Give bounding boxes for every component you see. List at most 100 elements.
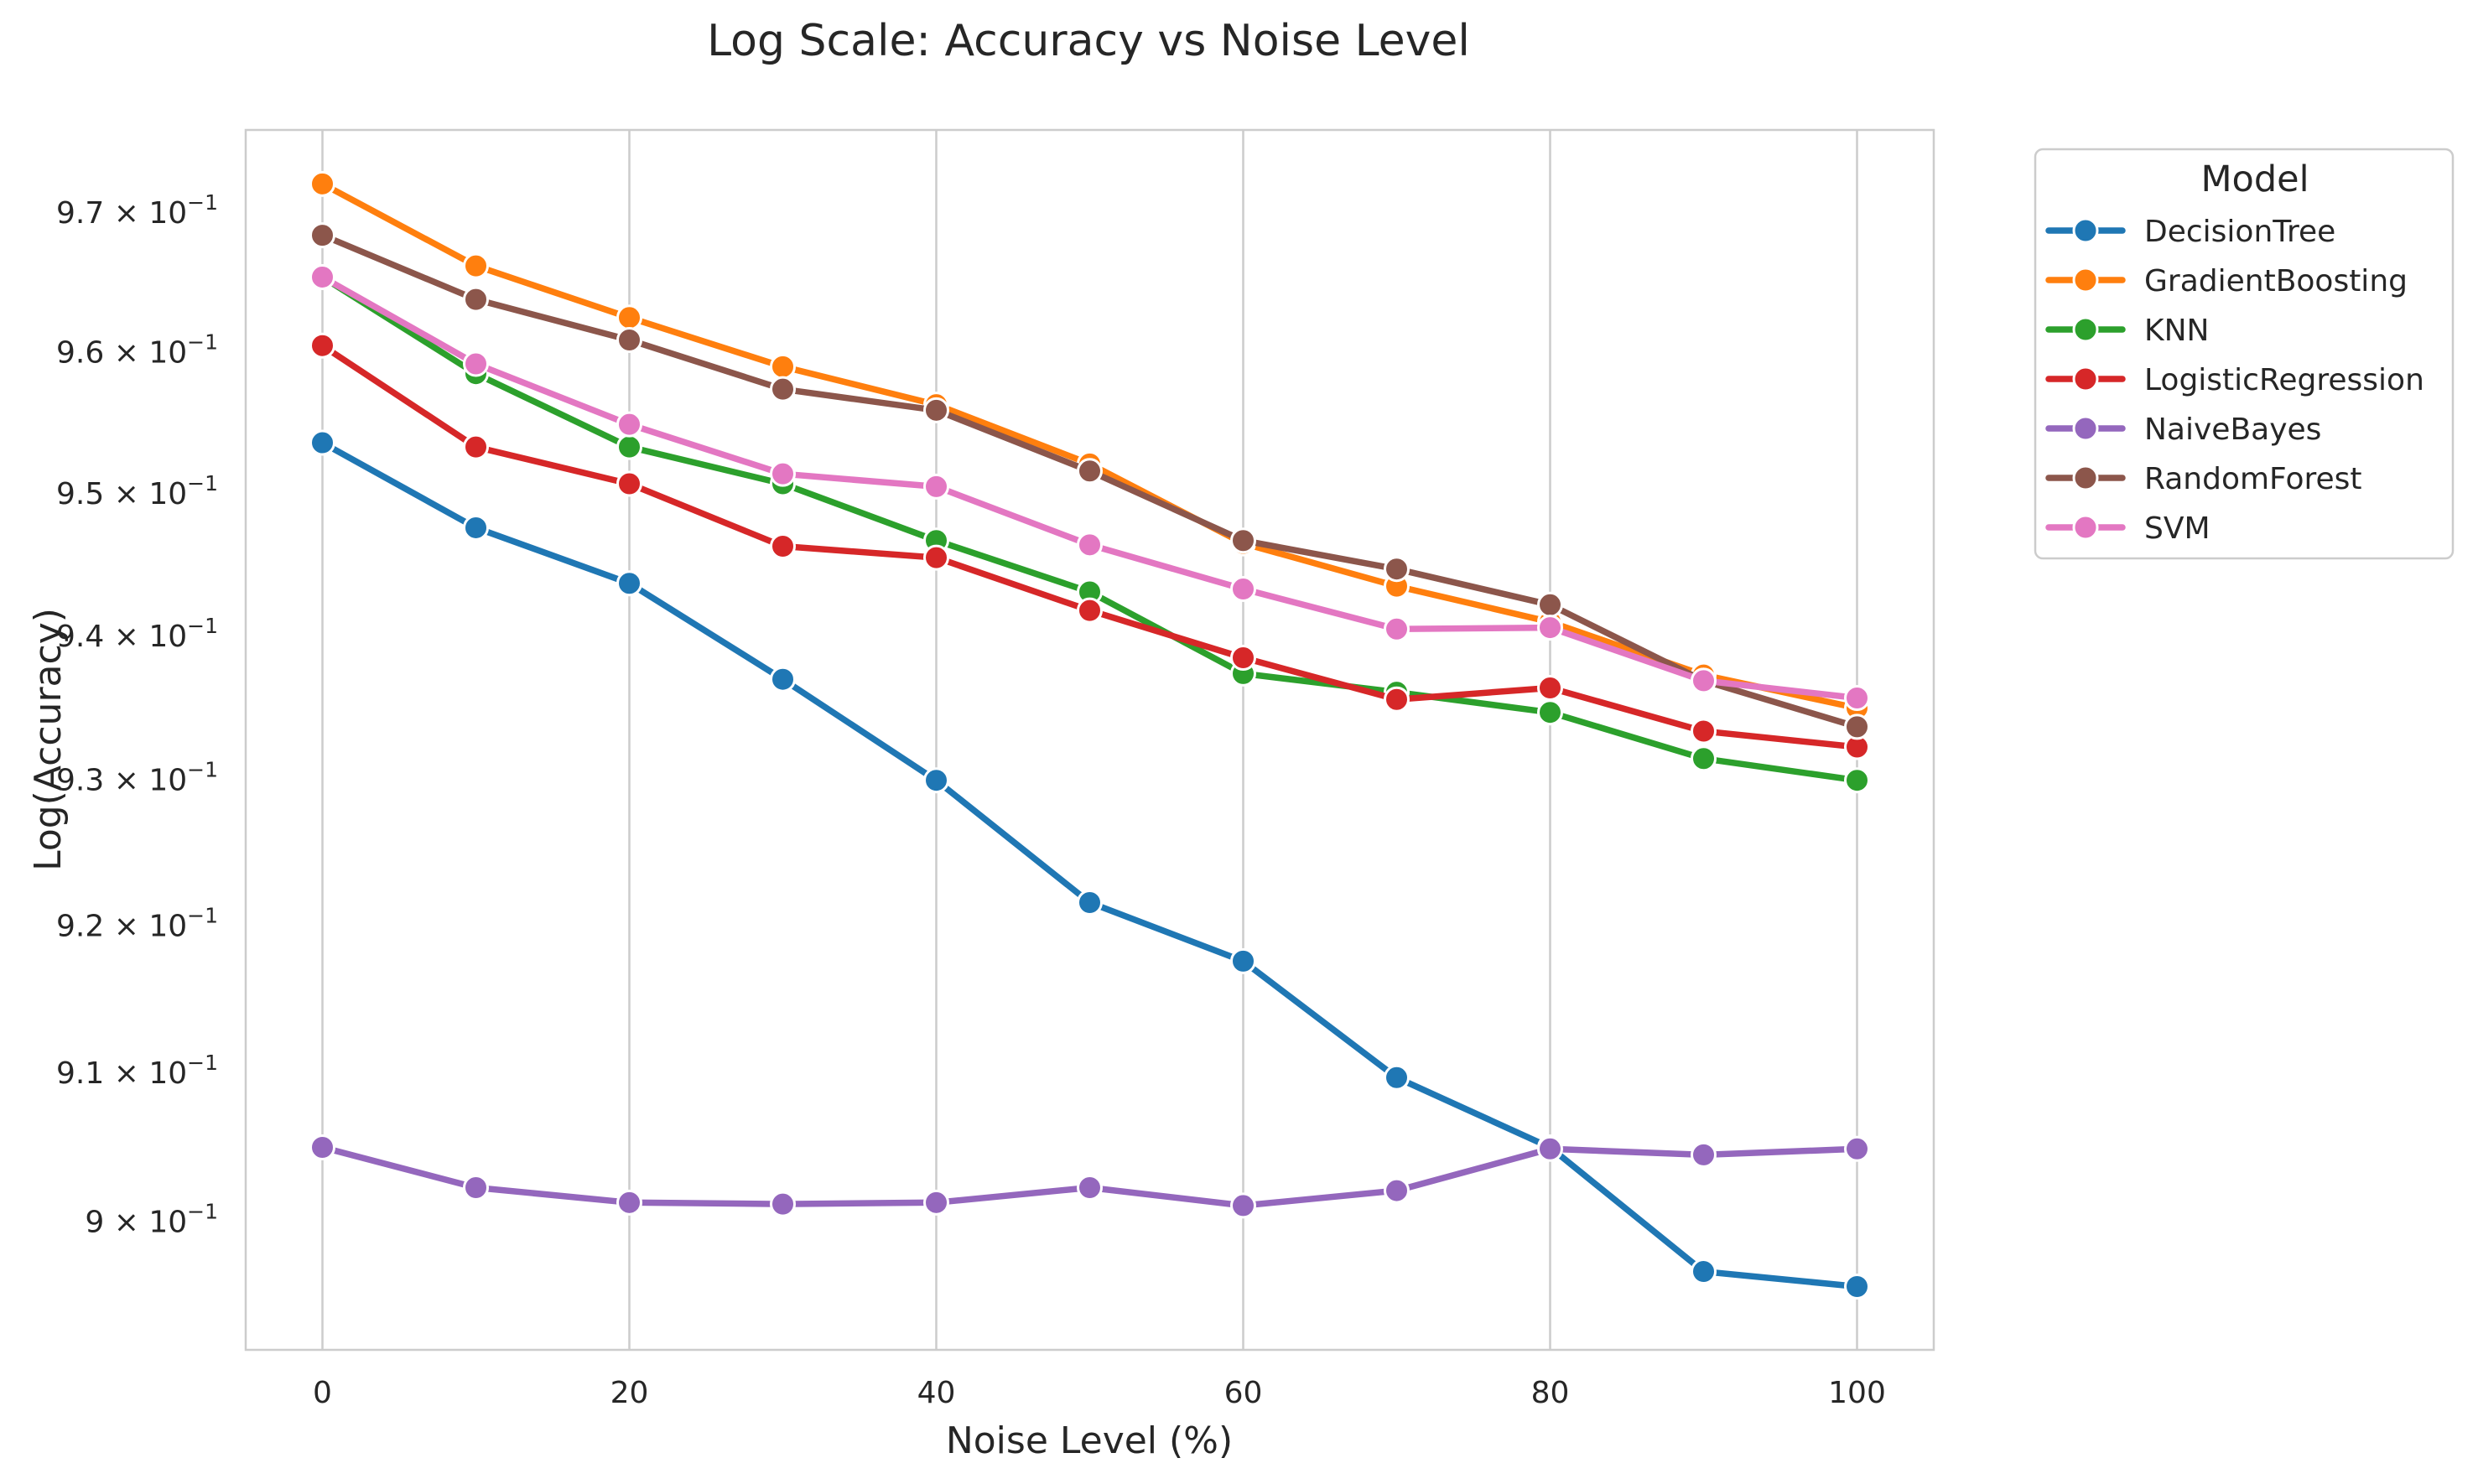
x-tick-label: 20 <box>610 1376 649 1410</box>
legend-label: RandomForest <box>2144 462 2362 496</box>
data-point <box>616 433 642 460</box>
legend-label: NaiveBayes <box>2144 413 2321 447</box>
legend-marker <box>2072 316 2099 343</box>
legend-marker <box>2072 267 2099 293</box>
legend-marker <box>2072 366 2099 392</box>
data-point <box>309 263 335 290</box>
data-point <box>463 252 489 279</box>
data-point <box>770 533 796 560</box>
data-point <box>1537 591 1563 618</box>
y-tick-label: 9 × 10−1 <box>85 1200 218 1240</box>
x-tick-labels: 0 20 40 60 80 100 <box>313 1376 1886 1410</box>
data-point <box>1844 713 1870 740</box>
data-point <box>309 429 335 456</box>
data-point <box>1691 667 1717 694</box>
data-point <box>463 350 489 377</box>
legend: Model DecisionTree GradientBoosting KNN Log… <box>2034 148 2455 560</box>
data-point <box>1844 767 1870 794</box>
data-point <box>1844 1135 1870 1162</box>
y-tick-label: 9.5 × 10−1 <box>56 471 218 511</box>
data-point <box>463 433 489 460</box>
series-randomforest <box>309 222 1870 740</box>
data-point <box>616 470 642 497</box>
x-tick-label: 60 <box>1224 1376 1263 1410</box>
y-tick-label: 9.2 × 10−1 <box>56 903 218 943</box>
data-point <box>1230 576 1256 603</box>
data-point <box>1230 1192 1256 1219</box>
data-point <box>1077 532 1103 558</box>
data-point <box>1537 1135 1563 1162</box>
y-tick-label: 9.1 × 10−1 <box>56 1051 218 1091</box>
data-point <box>1844 685 1870 712</box>
legend-label: GradientBoosting <box>2144 264 2408 298</box>
data-point <box>1384 1064 1410 1091</box>
data-point <box>1384 615 1410 642</box>
series-lines <box>309 170 1870 1300</box>
series-decisiontree <box>309 429 1870 1300</box>
data-point <box>616 411 642 438</box>
legend-title: Model <box>2200 158 2309 200</box>
y-axis-label: Log(Accuracy) <box>27 608 70 871</box>
data-point <box>923 397 949 423</box>
data-point <box>1384 1177 1410 1204</box>
legend-item: RandomForest <box>2045 462 2362 496</box>
series-logisticregression <box>309 332 1870 760</box>
data-point <box>1077 458 1103 485</box>
legend-item: NaiveBayes <box>2045 413 2321 447</box>
series-svm <box>309 263 1870 712</box>
data-point <box>1537 699 1563 726</box>
legend-marker <box>2072 464 2099 491</box>
data-point <box>1384 556 1410 583</box>
legend-item: SVM <box>2045 511 2210 546</box>
data-point <box>309 170 335 197</box>
data-point <box>1384 686 1410 713</box>
data-point <box>923 1189 949 1216</box>
y-tick-labels: 9 × 10−1 9.1 × 10−1 9.2 × 10−1 9.3 × 10−1 9.… <box>56 190 218 1239</box>
legend-frame <box>2034 148 2455 560</box>
data-point <box>463 514 489 541</box>
data-point <box>616 327 642 354</box>
series-gradientboosting <box>309 170 1870 722</box>
data-point <box>309 332 335 359</box>
legend-item: DecisionTree <box>2045 215 2335 249</box>
x-gridlines <box>321 130 1858 1350</box>
data-point <box>1691 1258 1717 1285</box>
data-point <box>1077 1175 1103 1201</box>
y-tick-label: 9.7 × 10−1 <box>56 190 218 231</box>
series-line-knn <box>319 273 1861 784</box>
data-point <box>1537 615 1563 641</box>
x-axis-label: Noise Level (%) <box>946 1419 1233 1462</box>
y-tick-label: 9.6 × 10−1 <box>56 330 218 371</box>
data-point <box>309 222 335 249</box>
data-point <box>923 544 949 571</box>
y-tick-label: 9.4 × 10−1 <box>56 614 218 654</box>
x-tick-label: 80 <box>1531 1376 1570 1410</box>
legend-marker <box>2072 514 2099 541</box>
data-point <box>616 304 642 331</box>
legend-item: KNN <box>2045 314 2209 348</box>
chart-title: Log Scale: Accuracy vs Noise Level <box>707 16 1470 66</box>
series-line-decisiontree <box>319 439 1861 1290</box>
data-point <box>770 376 796 402</box>
legend-item: GradientBoosting <box>2045 264 2408 298</box>
data-point <box>1230 527 1256 554</box>
data-point <box>770 460 796 487</box>
x-tick-label: 100 <box>1828 1376 1886 1410</box>
data-point <box>1691 718 1717 745</box>
data-point <box>1691 1141 1717 1168</box>
data-point <box>463 1175 489 1201</box>
x-tick-label: 0 <box>313 1376 332 1410</box>
data-point <box>923 767 949 794</box>
data-point <box>309 1134 335 1161</box>
data-point <box>1230 645 1256 672</box>
data-point <box>1537 675 1563 702</box>
x-tick-label: 40 <box>917 1376 956 1410</box>
legend-marker <box>2072 217 2099 244</box>
series-line-svm <box>319 273 1861 702</box>
data-point <box>770 666 796 693</box>
data-point <box>770 353 796 380</box>
data-point <box>1077 597 1103 624</box>
y-tick-label: 9.3 × 10−1 <box>56 758 218 798</box>
series-naivebayes <box>309 1134 1870 1219</box>
